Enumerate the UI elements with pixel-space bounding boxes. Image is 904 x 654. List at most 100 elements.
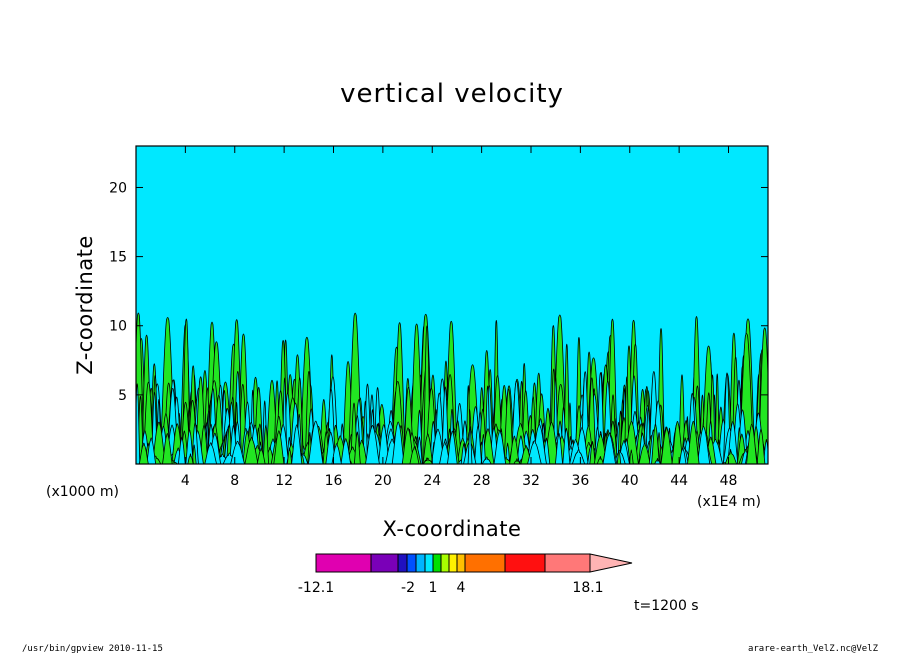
plume-contour: [481, 456, 492, 464]
plume-contour: [331, 443, 342, 464]
plume-contour: [138, 442, 149, 464]
plume-contour: [696, 426, 711, 464]
colorbar-segment: [397, 553, 408, 573]
plume-contour: [340, 438, 352, 464]
x-axis-ticks: 4 8 12 16 20 24 28 32 36 40 44 48: [181, 146, 738, 489]
plume-contour: [291, 424, 303, 464]
colorbar-segment: [448, 553, 458, 573]
colorbar-segment: [415, 553, 426, 573]
y-axis-label: Z-coordinate: [73, 235, 97, 375]
plume-contour: [562, 427, 571, 464]
plume-contour: [409, 446, 420, 464]
y-scale-note: (x1000 m): [46, 484, 119, 500]
plume-contour: [151, 421, 166, 464]
x-tick-label: 32: [522, 473, 540, 489]
time-label: t=1200 s: [634, 598, 699, 614]
plume-contour: [628, 449, 634, 464]
plume-contour: [638, 443, 651, 464]
colorbar-label-1: 1: [429, 580, 438, 596]
plume-contour: [146, 437, 157, 464]
colorbar-label-4: 4: [457, 580, 466, 596]
colorbar-segment: [315, 553, 372, 573]
plume-contour: [162, 433, 173, 464]
x-tick-label: 40: [621, 473, 639, 489]
plot-frame: [135, 145, 769, 465]
plume-contour: [554, 433, 564, 464]
plume-contour: [596, 456, 604, 464]
colorbar-label-min: -12.1: [298, 580, 334, 596]
x-tick-label: 36: [571, 473, 589, 489]
x-tick-label: 8: [230, 473, 239, 489]
colorbar-segment: [504, 553, 546, 573]
plume-contour: [687, 420, 700, 464]
plume-contour: [602, 433, 617, 464]
plume-contour: [353, 431, 361, 464]
plume-contour: [447, 430, 458, 464]
y-tick-label: 15: [109, 250, 127, 266]
plume-contour: [503, 388, 514, 464]
plume-contour: [513, 458, 521, 464]
x-tick-label: 24: [423, 473, 441, 489]
plume-contour: [177, 436, 186, 464]
colorbar-arrow: [589, 553, 633, 573]
x-tick-label: 20: [374, 473, 392, 489]
colorbar-label-neg2: -2: [401, 580, 415, 596]
plume-contour: [509, 435, 520, 464]
plot-area: [135, 145, 769, 465]
colorbar-segment: [544, 553, 591, 573]
plume-contour: [651, 423, 660, 464]
y-tick-label: 20: [109, 180, 127, 196]
plume-contour: [756, 428, 766, 464]
plume-contour: [187, 453, 194, 464]
x-scale-note: (x1E4 m): [697, 494, 761, 510]
colorbar: [315, 553, 633, 573]
plume-contour: [256, 447, 266, 464]
colorbar-segment: [456, 553, 466, 573]
plume-contour: [746, 423, 758, 464]
colorbar-segment: [432, 553, 442, 573]
colorbar-segment: [424, 553, 434, 573]
plume-contour: [136, 383, 141, 464]
plume-contour: [286, 447, 293, 464]
plume-contour: [365, 425, 380, 464]
plume-contour: [671, 421, 684, 464]
x-tick-label: 4: [181, 473, 190, 489]
plume-contour: [422, 433, 434, 464]
x-tick-label: 48: [720, 473, 738, 489]
x-axis-label: X-coordinate: [383, 517, 522, 541]
plume-contour: [262, 424, 270, 464]
plume-contour: [654, 458, 661, 464]
colorbar-label-max: 18.1: [572, 580, 603, 596]
footer-left: /usr/bin/gpview 2010-11-15: [22, 644, 163, 654]
plume-contour: [467, 426, 473, 464]
plume-contour: [307, 420, 324, 464]
plume-contour: [230, 440, 245, 464]
y-axis-ticks: 5 10 15 20: [109, 180, 768, 404]
colorbar-segment: [440, 553, 450, 573]
plume-contour: [273, 430, 285, 464]
plume-contour: [474, 425, 483, 464]
y-tick-label: 10: [109, 319, 127, 335]
plume-contour: [571, 449, 586, 464]
plume-contour: [391, 421, 405, 464]
plume-contour: [185, 429, 194, 464]
footer-right: arare-earth_VelZ.nc@VelZ: [748, 644, 879, 654]
plume-contour: [493, 430, 507, 464]
colorbar-segment: [464, 553, 506, 573]
plume-contour: [660, 427, 673, 464]
chart-title: vertical velocity: [340, 79, 564, 109]
plume-contour: [244, 437, 259, 464]
x-tick-label: 44: [670, 473, 688, 489]
x-tick-label: 12: [275, 473, 293, 489]
colorbar-segment: [406, 553, 417, 573]
x-tick-label: 16: [325, 473, 343, 489]
colorbar-segment: [370, 553, 399, 573]
y-tick-label: 5: [118, 388, 127, 404]
colorbar-labels: -12.1 -2 1 4 18.1: [298, 580, 604, 596]
plume-contour: [589, 441, 596, 464]
plume-contour: [616, 450, 622, 464]
velocity-plumes: [136, 312, 768, 464]
plume-contour: [678, 447, 687, 464]
x-tick-label: 28: [473, 473, 491, 489]
